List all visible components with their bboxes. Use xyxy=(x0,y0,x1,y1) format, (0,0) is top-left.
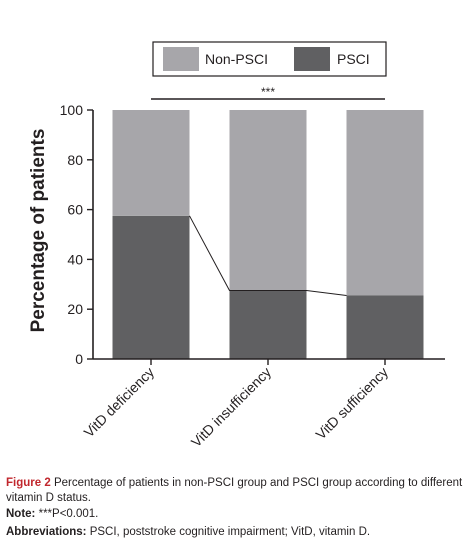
legend-label-non-psci: Non-PSCI xyxy=(205,51,268,67)
psci-trend-line xyxy=(189,215,347,297)
legend-label-psci: PSCI xyxy=(337,51,370,67)
bars xyxy=(112,110,424,359)
legend: Non-PSCI PSCI xyxy=(152,41,387,77)
bar-psci-2 xyxy=(346,295,424,359)
y-axis-title: Percentage of patients xyxy=(28,129,49,333)
x-tick-label-0: VitD deficiency xyxy=(81,364,158,441)
y-tick-label-100: 100 xyxy=(60,102,84,118)
x-tick-label-1: VitD insufficiency xyxy=(188,364,274,450)
stacked-bar-chart: Non-PSCI PSCI *** 0 20 40 60 80 100 VitD defici… xyxy=(28,41,445,450)
bar-non-psci-1 xyxy=(229,110,307,291)
figure-note: Note: ***P<0.001. xyxy=(6,507,468,522)
bar-non-psci-0 xyxy=(112,110,190,216)
x-tick-label-2: VitD sufficiency xyxy=(312,364,391,443)
significance-label: *** xyxy=(261,85,275,99)
figure-abbreviations: Abbreviations: PSCI, poststroke cognitiv… xyxy=(6,525,468,540)
y-tick-label-20: 20 xyxy=(67,301,83,317)
y-tick-label-40: 40 xyxy=(67,251,83,267)
figure-label: Figure 2 xyxy=(6,477,51,489)
y-tick-label-80: 80 xyxy=(67,152,83,168)
legend-swatch-non-psci xyxy=(163,47,199,71)
significance-marker: *** xyxy=(151,85,385,100)
y-tick-label-0: 0 xyxy=(75,351,83,367)
figure-text: Percentage of patients in non-PSCI group… xyxy=(6,477,463,504)
abbreviations-label: Abbreviations: xyxy=(6,526,87,538)
bar-psci-1 xyxy=(229,290,307,359)
note-label: Note: xyxy=(6,508,36,520)
note-text: ***P<0.001. xyxy=(38,508,99,520)
trend-line xyxy=(189,215,347,297)
legend-swatch-psci xyxy=(294,47,330,71)
bar-psci-0 xyxy=(112,215,190,359)
bar-non-psci-2 xyxy=(346,110,424,296)
abbreviations-text: PSCI, poststroke cognitive impairment; V… xyxy=(89,526,371,538)
y-tick-label-60: 60 xyxy=(67,202,83,218)
figure-caption: Figure 2 Percentage of patients in non-P… xyxy=(6,476,468,506)
